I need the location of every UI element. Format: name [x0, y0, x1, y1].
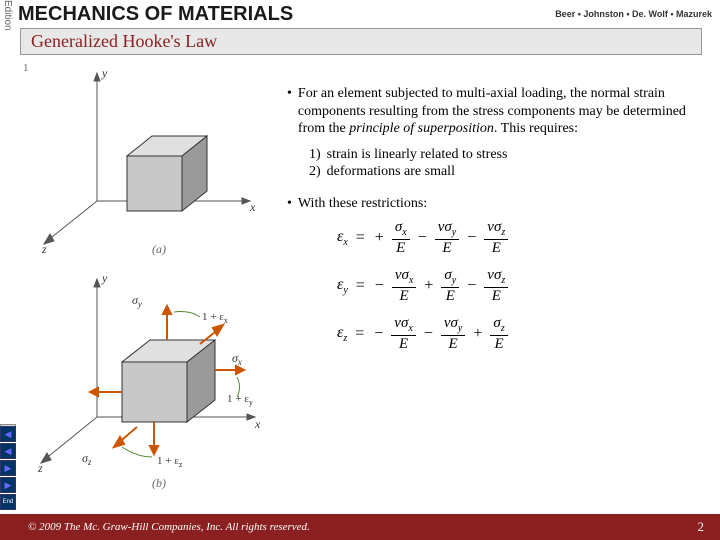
bullet2-text: With these restrictions: — [298, 195, 427, 213]
figure-a: y x z 1 (a) — [22, 61, 277, 256]
svg-text:σz: σz — [82, 451, 92, 467]
main-title: MECHANICS OF MATERIALS — [18, 3, 555, 26]
subtitle: Generalized Hooke's Law — [31, 31, 691, 52]
svg-text:1: 1 — [23, 62, 29, 74]
nav-buttons: ◀ ◀ ▶ ▶ End — [0, 426, 18, 510]
header: MECHANICS OF MATERIALS Beer • Johnston •… — [0, 0, 720, 28]
fig-b-x-label: x — [254, 417, 261, 431]
bullet-dot: • — [287, 85, 292, 138]
bullet1-italic: principle of superposition — [349, 121, 494, 136]
subtitle-bar: Generalized Hooke's Law — [20, 28, 702, 55]
numbered-2: 2)deformations are small — [309, 163, 708, 181]
bullet1-part2: . This requires: — [494, 121, 578, 136]
copyright-text: © 2009 The Mc. Graw-Hill Companies, Inc.… — [28, 521, 698, 533]
numbered-1: 1)strain is linearly related to stress — [309, 146, 708, 164]
eps-x-label: 1 + εx — [202, 311, 228, 325]
equation-eps-y: εy = − νσxE + σyE − νσzE — [337, 268, 708, 304]
page-number: 2 — [698, 519, 705, 535]
equations-block: εx = + σxE − νσyE − νσzE εy = − νσxE + σ… — [287, 220, 708, 352]
nav-end-button[interactable]: End — [0, 494, 16, 510]
figure-b-svg: y x z — [22, 262, 277, 492]
fig-b-y-label: y — [101, 271, 108, 285]
fig-b-z-label: z — [37, 461, 43, 475]
figure-a-svg: y x z 1 (a) — [22, 61, 277, 256]
bullet-2: • With these restrictions: — [287, 195, 708, 213]
footer: © 2009 The Mc. Graw-Hill Companies, Inc.… — [0, 514, 720, 540]
edition-label: Edition — [2, 0, 13, 31]
bullet-dot-2: • — [287, 195, 292, 213]
authors: Beer • Johnston • De. Wolf • Mazurek — [555, 9, 712, 19]
equation-eps-z: εz = − νσxE − νσyE + σzE — [337, 316, 708, 352]
num2-text: deformations are small — [327, 163, 455, 181]
fig-a-x-label: x — [249, 200, 256, 214]
svg-text:σy: σy — [132, 293, 142, 309]
nav-prev-button[interactable]: ◀ — [0, 426, 16, 442]
figure-b: y x z — [22, 262, 277, 492]
fig-a-z-label: z — [41, 242, 47, 256]
content: y x z 1 (a) — [0, 55, 720, 498]
nav-back-button[interactable]: ◀ — [0, 443, 16, 459]
fig-b-label: (b) — [152, 476, 166, 490]
equation-eps-x: εx = + σxE − νσyE − νσzE — [337, 220, 708, 256]
text-column: • For an element subjected to multi-axia… — [287, 61, 708, 498]
nav-next-button[interactable]: ▶ — [0, 477, 16, 493]
num1-text: strain is linearly related to stress — [327, 146, 508, 164]
svg-text:1 + εy: 1 + εy — [227, 393, 253, 407]
bullet-1: • For an element subjected to multi-axia… — [287, 85, 708, 138]
svg-text:σx: σx — [232, 351, 242, 367]
fig-a-label: (a) — [152, 242, 166, 256]
bullet-1-text: For an element subjected to multi-axial … — [298, 85, 708, 138]
nav-fwd-button[interactable]: ▶ — [0, 460, 16, 476]
fig-a-y-label: y — [101, 66, 108, 80]
svg-text:1 + εz: 1 + εz — [157, 455, 183, 469]
numbered-list: 1)strain is linearly related to stress 2… — [287, 146, 708, 181]
figures-column: y x z 1 (a) — [22, 61, 277, 498]
